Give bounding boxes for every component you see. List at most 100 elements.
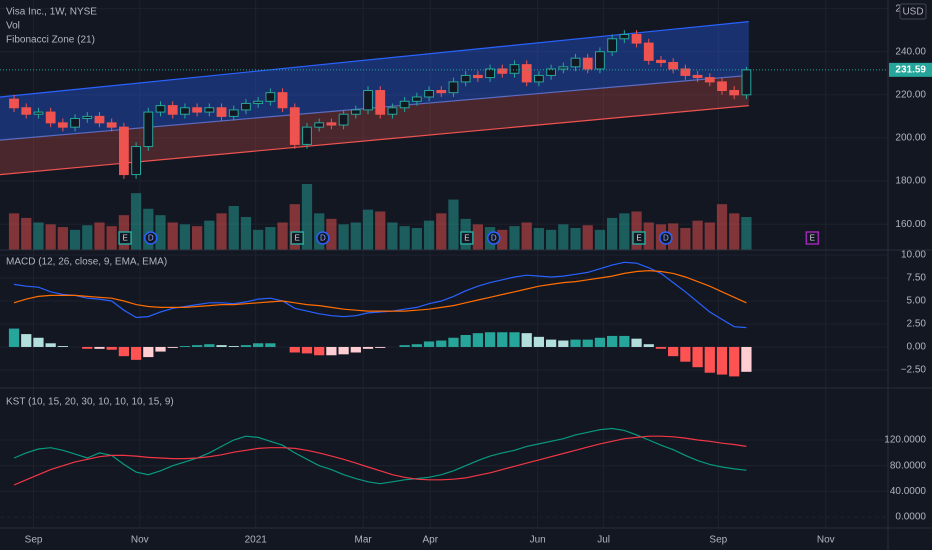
candle-body (692, 74, 703, 79)
volume-bar (33, 222, 44, 250)
histogram-bar (399, 345, 410, 347)
histogram-bar (375, 346, 386, 348)
volume-bar (143, 208, 154, 250)
event-label: D (491, 234, 497, 243)
histogram-bar (655, 346, 667, 349)
histogram-bar (668, 346, 679, 357)
volume-bar (545, 229, 557, 250)
histogram-bar (82, 346, 93, 349)
event-marker (486, 231, 501, 245)
volume-bar (741, 217, 752, 250)
volume-bar (167, 222, 178, 250)
histogram-bar (253, 343, 264, 347)
x-tick-label: Nov (131, 535, 149, 546)
volume-bar (192, 226, 203, 250)
histogram-bar (643, 344, 654, 347)
volume-bar (399, 226, 410, 250)
candle-body (729, 90, 740, 96)
x-tick-label: Jun (530, 535, 546, 546)
x-tick-label: Apr (422, 535, 438, 546)
histogram-bar (680, 346, 691, 362)
histogram-bar (558, 340, 569, 347)
histogram-bar (692, 346, 703, 368)
volume-bar (643, 222, 654, 250)
indicator-legend: Fibonacci Zone (21) (6, 35, 95, 46)
volume-bar (253, 229, 264, 250)
histogram-bar (411, 344, 422, 347)
histogram-bar (704, 346, 715, 373)
volume-bar (594, 229, 606, 250)
histogram-bar (631, 338, 642, 347)
volume-bar (716, 204, 728, 250)
candle-body (509, 64, 520, 74)
event-marker (805, 231, 820, 245)
histogram-bar (240, 345, 252, 347)
volume-bar (533, 228, 545, 250)
candle-body (668, 62, 679, 70)
volume-bar (619, 213, 630, 250)
y-tick-label: 0.0000 (895, 512, 926, 523)
volume-bar (45, 224, 56, 250)
histogram-bar (118, 346, 130, 357)
histogram-bar (545, 339, 557, 347)
histogram-bar (106, 346, 117, 350)
y-tick-label: 2.50 (907, 319, 927, 330)
event-label: D (320, 234, 326, 243)
volume-bar (301, 184, 313, 250)
histogram-bar (448, 337, 459, 347)
histogram-bar (265, 343, 276, 347)
volume-bar (179, 224, 191, 250)
candle-body (180, 107, 190, 115)
event-marker (632, 231, 646, 245)
histogram-bar (570, 339, 581, 347)
volume-bar (57, 227, 68, 250)
candle-body (216, 107, 227, 117)
candle-body (106, 122, 117, 128)
histogram-bar (362, 346, 374, 349)
event-label: D (663, 234, 669, 243)
histogram-bar (436, 340, 447, 347)
candle-body (472, 74, 483, 79)
candle-body (241, 102, 251, 111)
histogram-bar (326, 346, 337, 356)
candle-body (448, 81, 459, 94)
volume-bar (521, 222, 532, 250)
y-tick-label: 200.00 (895, 133, 926, 144)
candle-body (424, 90, 434, 98)
histogram-bar (716, 346, 728, 375)
x-tick-label: Sep (709, 535, 727, 546)
indicator-line (13, 427, 747, 485)
volume-bar (350, 222, 361, 250)
candle-body (436, 90, 447, 94)
candle-body (314, 122, 325, 128)
volume-bar (668, 223, 679, 250)
event-label: E (122, 234, 127, 243)
candle-body (228, 109, 239, 117)
histogram-bar (423, 341, 435, 347)
volume-bar (228, 206, 239, 250)
candle-body (534, 74, 544, 83)
volume-bar (375, 211, 386, 250)
candle-body (277, 92, 288, 109)
candle-body (570, 57, 581, 68)
candle-body (546, 68, 557, 76)
histogram-bar (130, 346, 142, 360)
histogram-bar (729, 346, 740, 377)
candle-body (70, 118, 80, 128)
macd-legend: MACD (12, 26, close, 9, EMA, EMA) (6, 257, 167, 268)
volume-bar (265, 227, 276, 250)
event-label: E (636, 234, 641, 243)
indicator-line (13, 435, 747, 486)
histogram-bar (179, 346, 191, 347)
histogram-bar (314, 346, 325, 356)
x-tick-label: 2021 (245, 535, 268, 546)
histogram-bar (155, 346, 166, 352)
volume-bar (607, 217, 618, 250)
candle-body (57, 122, 68, 128)
event-marker (460, 231, 474, 245)
histogram-bar (619, 335, 630, 347)
candle-body (338, 113, 349, 126)
volume-bar (411, 228, 422, 250)
